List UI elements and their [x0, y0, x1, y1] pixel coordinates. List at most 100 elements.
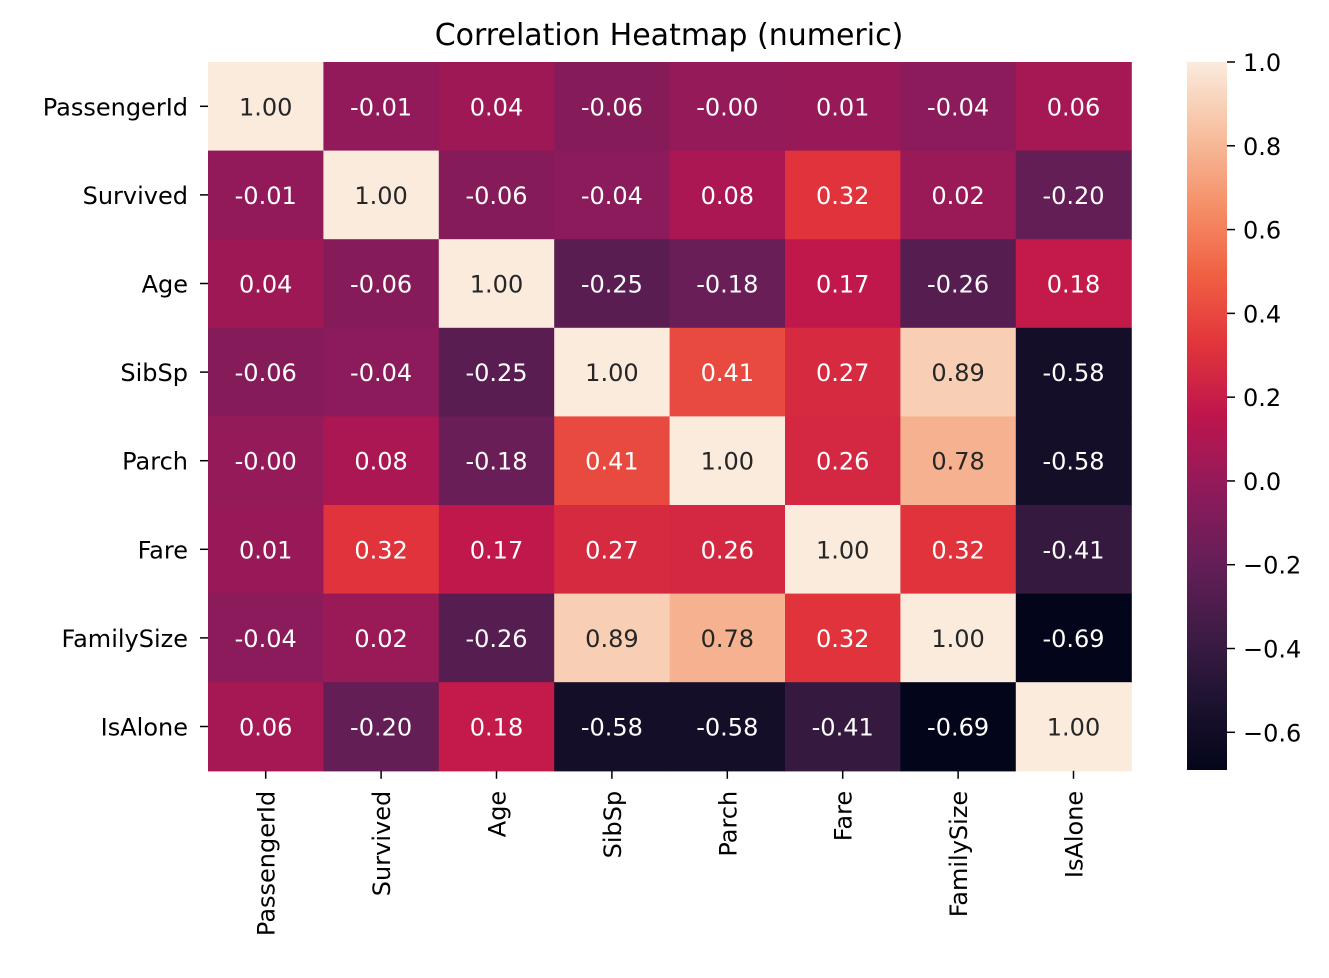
- cell-value-label: -0.18: [696, 271, 758, 299]
- cell-value-label: 0.78: [701, 625, 754, 653]
- heatmap-cell: [785, 62, 901, 152]
- cell-value-label: -0.04: [581, 182, 643, 210]
- heatmap-cell: [438, 327, 555, 417]
- heatmap-cell: [669, 416, 786, 506]
- cell-value-label: 0.18: [470, 714, 523, 742]
- heatmap-cell: [323, 682, 440, 772]
- heatmap-cell: [554, 150, 671, 240]
- heatmap-cell: [438, 593, 555, 683]
- cell-value-label: 1.00: [816, 536, 869, 564]
- heatmap-cell: [208, 327, 324, 417]
- cell-value-label: 0.08: [701, 182, 754, 210]
- heatmap-cell: [208, 416, 324, 506]
- cell-value-label: 0.06: [1047, 93, 1100, 121]
- cell-value-label: -0.04: [350, 359, 412, 387]
- heatmap-cell: [208, 505, 324, 595]
- row-tick-labels: PassengerId Survived Age SibSp Parch Fare Fami…: [43, 93, 208, 742]
- heatmap-cell: [1015, 62, 1132, 152]
- colorbar-tick-label: 0.6: [1243, 217, 1281, 245]
- heatmap-cell: [208, 150, 324, 240]
- cell-value-label: 1.00: [354, 182, 407, 210]
- cell-value-label: 0.89: [931, 359, 984, 387]
- heatmap-cell: [208, 239, 324, 329]
- column-tick-label: Fare: [830, 791, 858, 841]
- cell-value-label: 0.27: [816, 359, 869, 387]
- heatmap-cell: [669, 327, 786, 417]
- cell-value-label: -0.25: [581, 271, 643, 299]
- cell-value-label: 0.32: [816, 625, 869, 653]
- heatmap-cell: [1015, 682, 1132, 772]
- heatmap-cell: [1015, 239, 1132, 329]
- column-tick-labels: PassengerId Survived Age SibSp Parch Fare Fami…: [253, 770, 1089, 936]
- heatmap-cell: [785, 327, 901, 417]
- heatmap-cell: [900, 416, 1017, 506]
- heatmap-cell: [785, 505, 901, 595]
- cell-value-label: 1.00: [239, 93, 292, 121]
- heatmap-cell: [438, 505, 555, 595]
- heatmap-cell: [785, 682, 901, 772]
- heatmap-cell: [900, 593, 1017, 683]
- cell-value-label: 0.26: [701, 536, 754, 564]
- cell-value-label: -0.01: [350, 93, 412, 121]
- cell-value-label: 1.00: [931, 625, 984, 653]
- cell-value-label: -0.26: [465, 625, 527, 653]
- cell-value-label: -0.58: [1042, 448, 1104, 476]
- cell-value-label: -0.26: [927, 271, 989, 299]
- heatmap-cell: [438, 150, 555, 240]
- row-tick-label: Parch: [122, 448, 188, 476]
- cell-value-label: -0.06: [235, 359, 297, 387]
- cell-value-label: 0.41: [585, 448, 638, 476]
- heatmap-cell: [323, 150, 440, 240]
- heatmap-cell: [785, 416, 901, 506]
- cell-value-label: -0.06: [465, 182, 527, 210]
- row-tick-label: SibSp: [120, 359, 188, 387]
- heatmap-cell: [900, 62, 1017, 152]
- colorbar-tick-label: −0.6: [1243, 719, 1301, 747]
- cell-value-label: 0.01: [816, 93, 869, 121]
- column-tick-label: PassengerId: [253, 791, 281, 936]
- cell-value-label: -0.58: [581, 714, 643, 742]
- row-tick-label: Fare: [138, 536, 188, 564]
- cell-value-label: 0.17: [816, 271, 869, 299]
- heatmap-cell: [323, 327, 440, 417]
- row-tick-label: FamilySize: [62, 625, 189, 653]
- cell-value-label: -0.20: [350, 714, 412, 742]
- heatmap-cell: [900, 505, 1017, 595]
- cell-value-label: 1.00: [701, 448, 754, 476]
- heatmap-cell: [1015, 505, 1132, 595]
- heatmap-cell: [1015, 593, 1132, 683]
- column-tick-label: FamilySize: [945, 791, 973, 918]
- cell-value-label: 0.02: [931, 182, 984, 210]
- column-tick-label: IsAlone: [1061, 791, 1089, 878]
- heatmap-cell: [669, 239, 786, 329]
- cell-value-label: -0.06: [350, 271, 412, 299]
- cell-value-label: 0.32: [816, 182, 869, 210]
- cell-value-label: 0.89: [585, 625, 638, 653]
- heatmap-cell: [554, 62, 671, 152]
- row-tick-label: Survived: [83, 182, 188, 210]
- heatmap-cell: [900, 150, 1017, 240]
- cell-value-label: -0.04: [927, 93, 989, 121]
- heatmap-cell: [554, 416, 671, 506]
- column-tick-label: Survived: [368, 791, 396, 896]
- colorbar-tick-label: 0.4: [1243, 300, 1281, 328]
- cell-value-label: -0.41: [812, 714, 874, 742]
- heatmap-cell: [208, 593, 324, 683]
- cell-value-label: -0.25: [465, 359, 527, 387]
- cell-value-label: 1.00: [1047, 714, 1100, 742]
- cell-value-label: -0.58: [696, 714, 758, 742]
- cell-value-label: -0.04: [235, 625, 297, 653]
- heatmap-cell: [438, 682, 555, 772]
- cell-value-label: -0.41: [1042, 536, 1104, 564]
- heatmap-cell: [669, 150, 786, 240]
- column-tick-label: SibSp: [599, 791, 627, 859]
- cell-value-label: 0.78: [931, 448, 984, 476]
- row-tick-label: IsAlone: [101, 714, 188, 742]
- cell-value-label: 1.00: [585, 359, 638, 387]
- colorbar: 1.0 0.8 0.6 0.4 0.2 0.0 −0.2 −0.4 −0.6: [1187, 49, 1301, 770]
- heatmap-cell: [208, 682, 324, 772]
- cell-value-label: 1.00: [470, 271, 523, 299]
- heatmap-cell: [323, 239, 440, 329]
- heatmap-cell: [900, 327, 1017, 417]
- heatmap-cell: [323, 593, 440, 683]
